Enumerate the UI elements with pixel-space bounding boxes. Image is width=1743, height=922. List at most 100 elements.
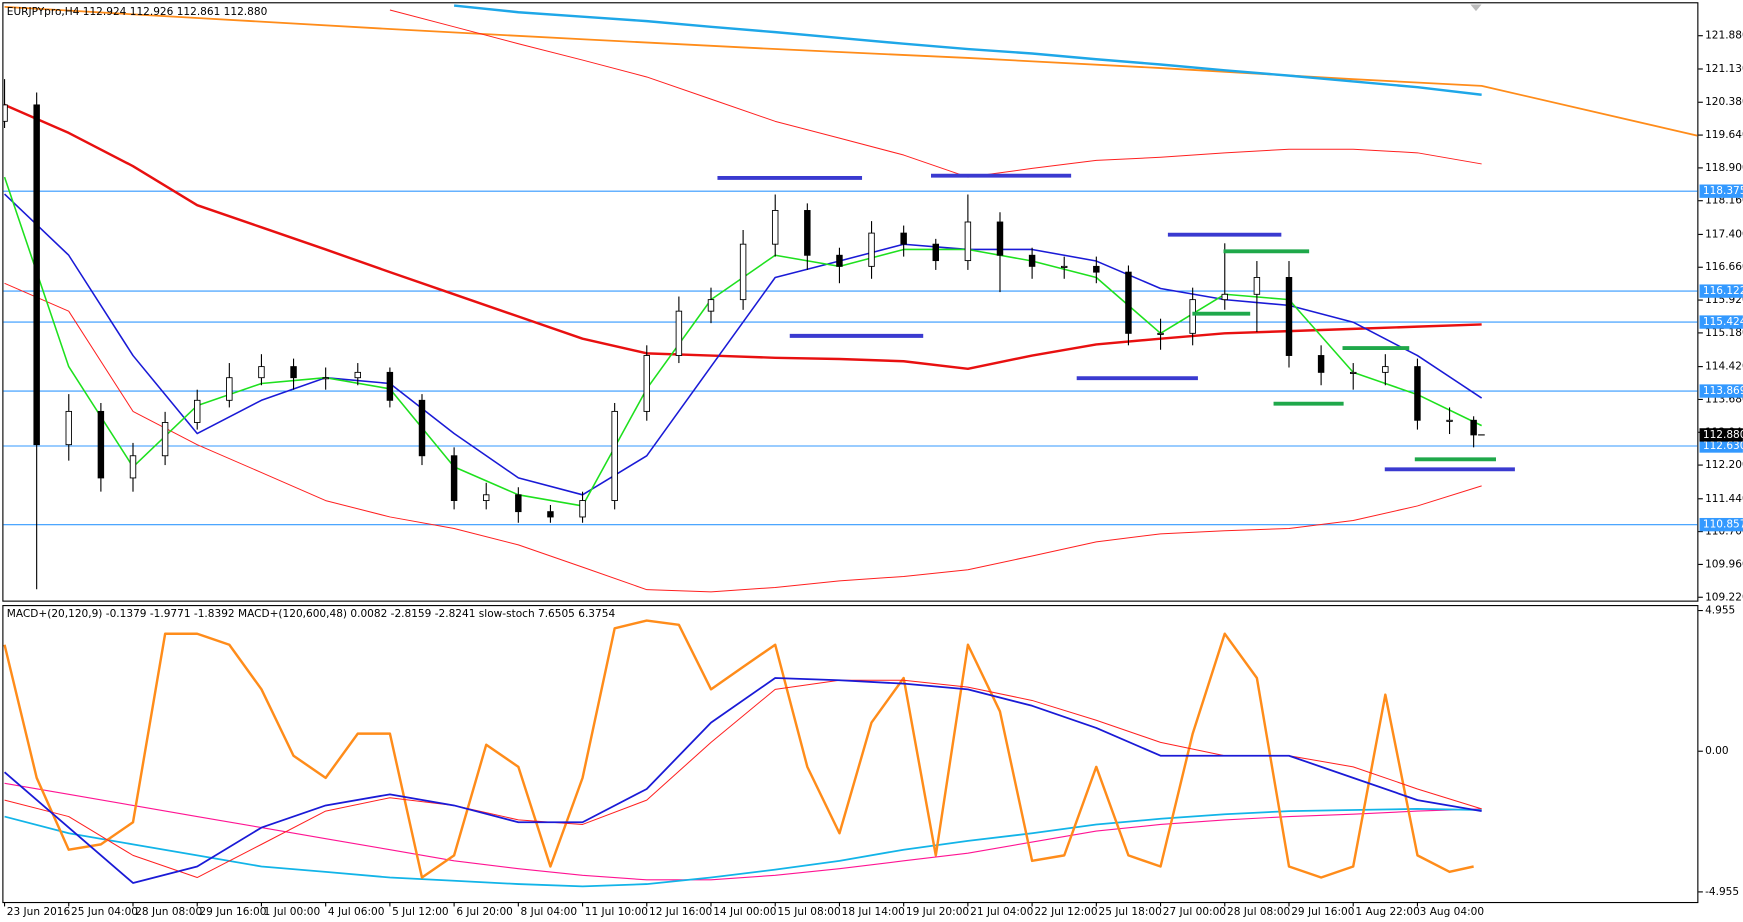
y-tick-label: -4.955 [1705, 886, 1739, 898]
y-tick-label: 118.900 [1705, 162, 1743, 174]
candle-body [1414, 366, 1421, 421]
candle-body [707, 299, 715, 312]
x-tick-label: 25 Jun 04:00 [71, 906, 138, 918]
sub-pane-frame [2, 605, 1699, 904]
candle-body [161, 422, 169, 457]
x-tick-label: 15 Jul 08:00 [777, 906, 841, 918]
y-tick-label: 0.00 [1705, 745, 1729, 757]
candle-body [643, 355, 650, 412]
x-tick-label: 23 Jun 2016 [7, 906, 71, 918]
indicator-line [4, 282, 1482, 593]
x-tick-label: 1 Aug 22:00 [1355, 906, 1420, 918]
y-tick-label: 114.420 [1705, 361, 1743, 373]
indicator-line [4, 782, 1482, 881]
candle-body [739, 243, 747, 301]
candle-body [258, 366, 265, 379]
indicator-line [3, 619, 1474, 879]
candle-body [33, 104, 40, 446]
x-tick-label: 5 Jul 12:00 [392, 906, 449, 918]
candle-body [675, 310, 683, 356]
candle-body [3, 104, 8, 122]
candle-body [1157, 332, 1164, 335]
candle-body [482, 494, 490, 502]
drawn-levels [717, 173, 1515, 472]
y-tick-label: 111.440 [1705, 493, 1743, 505]
x-tick-label: 8 Jul 04:00 [521, 906, 578, 918]
price-level-label: 113.869 [1703, 385, 1743, 397]
price-level-label: 118.375 [1703, 185, 1743, 197]
x-tick-label: 11 Jul 10:00 [585, 906, 649, 918]
price-level-tag [1699, 384, 1743, 398]
x-tick-label: 4 Jul 06:00 [328, 906, 385, 918]
price-level-tag [1699, 184, 1743, 198]
candle-body [579, 500, 586, 518]
y-tick-label: 4.955 [1705, 605, 1735, 617]
y-tick-label: 115.180 [1705, 327, 1743, 339]
candle-body [1253, 277, 1261, 295]
candle-body [900, 232, 907, 245]
candle-body [1470, 419, 1477, 436]
candle-body [964, 221, 972, 262]
indicator-line [4, 6, 1698, 137]
price-level-label: 116.122 [1703, 285, 1743, 297]
price-level-tag [1699, 439, 1743, 453]
main-pane-frame [2, 2, 1699, 602]
y-tick-label: 121.880 [1705, 30, 1743, 42]
candle-body [1317, 355, 1325, 373]
candle-body [1285, 277, 1293, 356]
x-tick-label: 3 Aug 04:00 [1420, 906, 1485, 918]
candle-body [322, 377, 329, 380]
indicator-line [389, 9, 1482, 178]
candle-body [1446, 419, 1453, 422]
candle-body [547, 511, 554, 518]
last-price-tag [1699, 428, 1743, 442]
indicator-line [4, 103, 1482, 371]
y-tick-label: 120.380 [1705, 96, 1743, 108]
candle-body [1060, 265, 1068, 268]
x-tick-label: 12 Jul 16:00 [649, 906, 713, 918]
x-tick-label: 22 Jul 12:00 [1034, 906, 1098, 918]
price-level-tag [1699, 284, 1743, 298]
candle-body [1093, 265, 1100, 273]
x-tick-label: 25 Jul 18:00 [1099, 906, 1163, 918]
candle-body [65, 410, 73, 446]
candle-body [354, 371, 361, 379]
price-level-label: 110.857 [1703, 519, 1743, 531]
candle-body [1382, 366, 1389, 373]
candle-body [996, 221, 1004, 256]
candle-body [1349, 371, 1357, 374]
price-level-tag [1699, 315, 1743, 329]
y-tick-label: 109.960 [1705, 558, 1743, 570]
indicator-line [3, 677, 1482, 884]
indicator-title: MACD+(20,120,9) -0.1379 -1.9771 -1.8392 … [7, 608, 616, 620]
candle-body [290, 366, 297, 379]
candle-body [836, 254, 843, 267]
indicator-line [4, 193, 1483, 496]
y-tick-label: 119.640 [1705, 129, 1743, 141]
price-level-tag [1699, 517, 1743, 532]
candle-body [386, 371, 394, 401]
x-tick-label: 27 Jul 00:00 [1163, 906, 1227, 918]
x-tick-label: 29 Jul 16:00 [1291, 906, 1355, 918]
candle-body [97, 410, 105, 479]
candle-body [226, 377, 233, 401]
price-level-label: 115.424 [1703, 316, 1743, 328]
indicator-pane [3, 619, 1482, 888]
candle-body [868, 232, 875, 267]
x-tick-label: 6 Jul 20:00 [456, 906, 513, 918]
candle-body [515, 494, 522, 513]
y-tick-label: 121.130 [1705, 63, 1743, 75]
price-level-label: 112.630 [1703, 440, 1743, 452]
y-tick-label: 117.400 [1705, 228, 1743, 240]
candle-body [129, 455, 137, 479]
candle-body [1028, 254, 1036, 267]
candle-body [1189, 299, 1196, 334]
candle-body [193, 399, 201, 423]
y-tick-label: 116.660 [1705, 261, 1743, 273]
main-pane [3, 4, 1698, 593]
candle-body [450, 455, 458, 502]
x-tick-label: 18 Jul 14:00 [842, 906, 906, 918]
